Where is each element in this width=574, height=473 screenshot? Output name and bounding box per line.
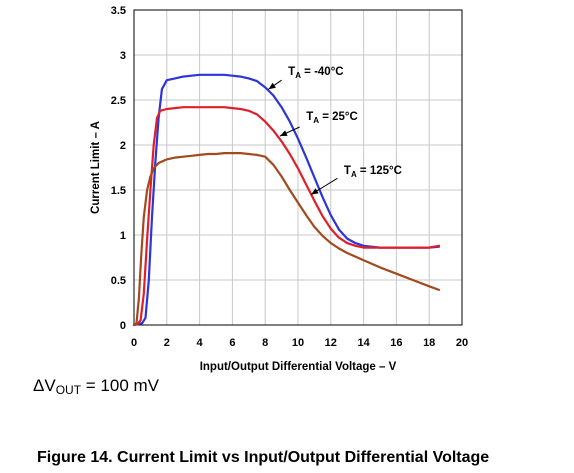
x-tick-label: 20 [456,337,468,349]
y-tick-label: 2.5 [111,95,126,107]
note-subscript: OUT [55,383,82,397]
x-tick-label: 4 [197,337,204,349]
x-tick-label: 12 [325,337,337,349]
series-label-3: TA = 125°C [344,165,402,179]
y-tick-label: 1.5 [111,185,126,197]
series-line-3 [132,152,441,327]
y-tick-label: 3.5 [111,5,126,17]
note-prefix: ΔV [33,376,56,395]
x-tick-label: 14 [357,337,370,349]
plot-frame [133,9,463,326]
annotation-arrow-head [279,130,288,136]
annotation-arrow-head [311,188,319,195]
x-axis-title: Input/Output Differential Voltage – V [200,361,397,373]
note-suffix: = 100 mV [81,376,160,395]
series-label-2: TA = 25°C [306,111,358,125]
series-annotations: TA = -40°C TA = 25°C TA = 125°C [268,66,402,195]
y-tick-label: 1 [120,230,126,242]
figure-caption: Figure 14. Current Limit vs Input/Output… [37,449,490,466]
y-tick-label: 3 [120,50,126,62]
delta-vout-note: ΔVOUT = 100 mV [33,376,159,397]
series-line-2 [132,106,441,327]
x-tick-label: 10 [292,337,304,349]
series-line-1 [132,73,441,327]
x-axis-ticks: 0 2 4 6 8 10 12 14 16 18 20 [131,337,468,349]
x-tick-label: 2 [164,337,170,349]
y-tick-label: 0.5 [111,275,126,287]
y-tick-label: 2 [120,140,126,152]
x-tick-label: 8 [262,337,268,349]
series-lines [132,73,441,327]
series-label-1: TA = -40°C [288,66,343,80]
y-axis-ticks: 0 0.5 1 1.5 2 2.5 3 3.5 [111,5,126,332]
y-axis-title: Current Limit – A [90,121,102,214]
x-tick-label: 18 [423,337,435,349]
x-tick-label: 0 [131,337,137,349]
x-tick-label: 16 [390,337,402,349]
annotation-arrow-head [268,82,276,90]
x-tick-label: 6 [229,337,235,349]
y-tick-label: 0 [120,320,126,332]
